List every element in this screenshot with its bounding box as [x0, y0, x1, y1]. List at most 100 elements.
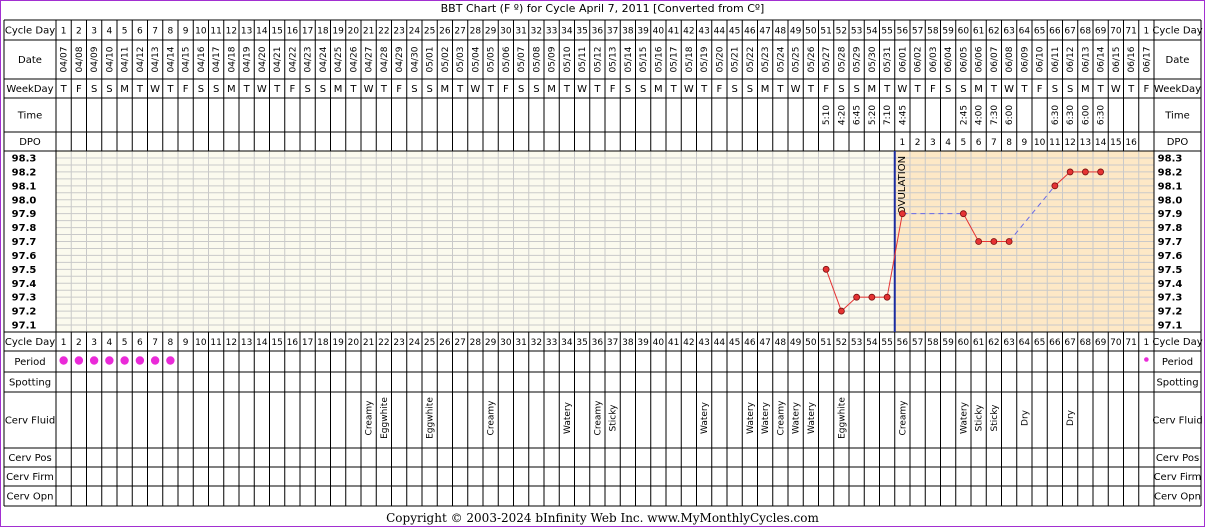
cycle-day-label: 11: [210, 338, 221, 348]
date-label: 04/17: [212, 47, 222, 73]
cycle-day-label: 43: [698, 338, 709, 348]
date-label: 04/10: [105, 46, 115, 72]
weekday-label: T: [380, 84, 388, 95]
cycle-day-label: 49: [790, 27, 802, 37]
weekday-label: T: [166, 84, 174, 95]
cycle-day-label: 46: [744, 27, 756, 37]
row-label-cycle-day-bottom: Cycle Day: [5, 337, 55, 348]
weekday-label: M: [1081, 84, 1090, 95]
cycle-day-label: 64: [1019, 338, 1031, 348]
temp-tick-label-right: 97.2: [1158, 307, 1183, 318]
cycle-day-label: 21: [363, 27, 374, 37]
date-label: 05/24: [776, 46, 786, 72]
dpo-label: 8: [1006, 138, 1012, 148]
date-label: 06/11: [1051, 47, 1061, 73]
temp-point: [1051, 182, 1059, 190]
cervical-fluid-label: Watery: [807, 401, 817, 434]
copyright-footer: Copyright © 2003-2024 bInfinity Web Inc.…: [386, 511, 819, 525]
cycle-day-label: 8: [168, 27, 174, 37]
cycle-day-label: 60: [958, 338, 970, 348]
cycle-day-label: 7: [152, 338, 158, 348]
weekday-label: M: [547, 84, 556, 95]
weekday-label: S: [91, 84, 97, 95]
cycle-day-label: 37: [607, 338, 618, 348]
cervical-fluid-label: Dry: [1066, 409, 1076, 426]
weekday-label: S: [426, 84, 432, 95]
cycle-day-label: 70: [1110, 27, 1122, 37]
cycle-day-label: 16: [287, 338, 299, 348]
cycle-day-label: 14: [256, 338, 268, 348]
cycle-day-label: 71: [1125, 27, 1136, 37]
weekday-label: M: [441, 84, 450, 95]
weekday-label: S: [411, 84, 417, 95]
temp-point: [883, 293, 891, 301]
cycle-day-label: 54: [866, 338, 878, 348]
date-label: 04/08: [75, 46, 85, 72]
cycle-day-label: 35: [576, 338, 587, 348]
cycle-day-label: 24: [409, 338, 421, 348]
date-label: 05/05: [487, 47, 497, 73]
temp-line-segment: [886, 213, 903, 298]
weekday-label: T: [990, 84, 998, 95]
cervical-fluid-label: Sticky: [609, 404, 619, 432]
weekday-label: F: [930, 84, 936, 95]
weekday-label: W: [684, 84, 694, 95]
cycle-day-label: 12: [226, 338, 237, 348]
cervical-fluid-label: Dry: [1020, 409, 1030, 426]
weekday-label: W: [577, 84, 587, 95]
time-label: 7:30: [990, 105, 1000, 125]
date-label: 05/16: [654, 46, 664, 72]
cycle-day-label: 12: [226, 27, 237, 37]
weekday-label: S: [625, 84, 631, 95]
temp-tick-label: 98.3: [12, 154, 37, 165]
time-label: 6:30: [1051, 105, 1061, 125]
temp-tick-label-right: 98.1: [1158, 181, 1183, 192]
date-label: 04/24: [319, 46, 329, 72]
weekday-label: T: [1127, 84, 1135, 95]
row-label-cerv-pos: Cerv Pos: [8, 453, 51, 464]
temp-line-segment: [825, 269, 842, 312]
date-label: 05/06: [502, 46, 512, 72]
cycle-day-label: 50: [805, 338, 817, 348]
cervical-fluid-label: Creamy: [898, 400, 908, 436]
cycle-day-label: 63: [1003, 338, 1014, 348]
weekday-label: T: [1020, 84, 1028, 95]
cervical-fluid-label: Watery: [792, 401, 802, 434]
cycle-day-label: 45: [729, 338, 740, 348]
weekday-label: F: [76, 84, 82, 95]
cycle-day-label: 54: [866, 27, 878, 37]
weekday-label: F: [1143, 84, 1149, 95]
weekday-label: W: [1111, 84, 1121, 95]
date-label: 04/29: [395, 46, 405, 72]
cycle-day-label: 18: [317, 27, 329, 37]
cervical-fluid-label: Eggwhite: [837, 397, 847, 439]
cycle-day-label: 50: [805, 27, 817, 37]
cervical-fluid-label: Sticky: [990, 404, 1000, 432]
cycle-day-label: 22: [378, 338, 389, 348]
dpo-label: 15: [1110, 138, 1121, 148]
period-dot-light: [1144, 357, 1149, 362]
weekday-label: S: [960, 84, 966, 95]
date-label: 04/22: [288, 47, 298, 73]
cycle-day-label: 5: [122, 27, 128, 37]
temp-point: [959, 210, 967, 218]
date-label: 04/23: [304, 47, 314, 73]
row-label-right-cerv-firm: Cerv Firm: [1154, 472, 1202, 483]
cycle-day-label: 38: [622, 338, 634, 348]
row-label-right-spotting: Spotting: [1156, 378, 1198, 389]
weekday-label: T: [456, 84, 464, 95]
temp-tick-label-right: 97.8: [1158, 223, 1183, 234]
date-label: 05/07: [517, 47, 527, 73]
cycle-day-label: 55: [881, 338, 892, 348]
dpo-label: 12: [1064, 138, 1075, 148]
cycle-day-label: 1: [1144, 338, 1150, 348]
temp-point: [1081, 168, 1089, 176]
cycle-day-label: 59: [942, 338, 954, 348]
dpo-label: 9: [1022, 138, 1028, 148]
cycle-day-label: 40: [653, 27, 665, 37]
cycle-day-label: 64: [1019, 27, 1031, 37]
temp-tick-label: 97.7: [12, 237, 37, 248]
temp-point: [1066, 168, 1074, 176]
temp-tick-label-right: 98.3: [1158, 154, 1183, 165]
cycle-day-label: 37: [607, 27, 618, 37]
